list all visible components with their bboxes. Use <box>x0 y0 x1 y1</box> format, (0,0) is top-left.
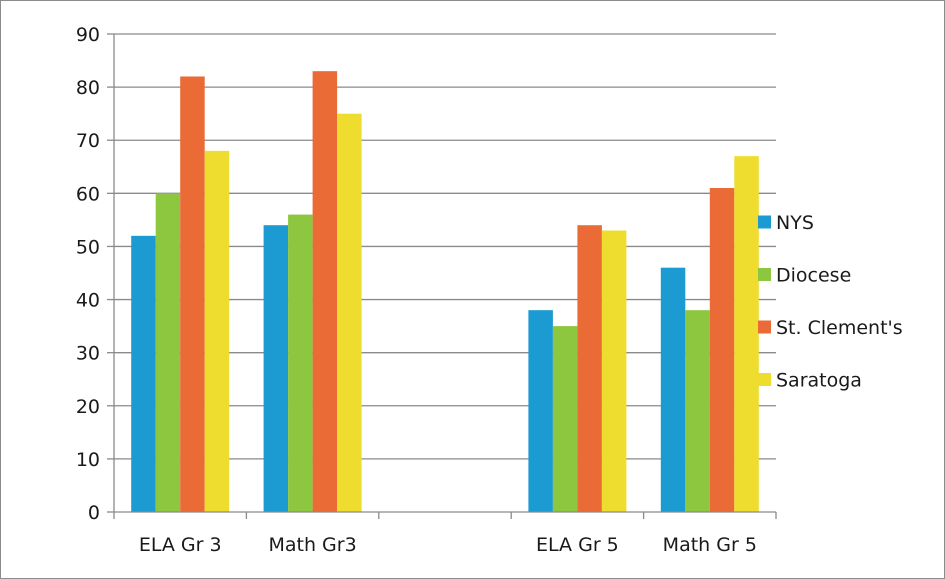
bar <box>263 225 289 512</box>
legend-swatch <box>758 373 771 386</box>
y-tick-label: 60 <box>76 183 100 205</box>
legend-item: St. Clement's <box>758 317 903 339</box>
legend-swatch <box>758 215 771 229</box>
bar <box>155 193 181 513</box>
bar <box>660 267 686 512</box>
legend: NYS Diocese St. Clement's Saratoga <box>758 212 903 392</box>
legend-item: Saratoga <box>758 370 862 392</box>
y-tick-labels: 0 10 20 30 40 50 60 70 80 90 <box>76 24 100 524</box>
legend-item: NYS <box>758 212 814 234</box>
bar <box>601 230 627 512</box>
bar <box>180 76 205 512</box>
bars <box>131 71 759 513</box>
bar <box>288 214 313 513</box>
legend-swatch <box>758 268 771 281</box>
y-tick-label: 70 <box>76 130 100 152</box>
bar <box>709 188 735 512</box>
legend-label: Saratoga <box>776 370 862 392</box>
bar <box>337 113 362 513</box>
legend-label: NYS <box>776 212 814 234</box>
legend-label: Diocese <box>776 265 851 287</box>
y-tick-label: 10 <box>76 449 100 471</box>
y-tick-label: 0 <box>88 502 100 524</box>
bar <box>131 235 156 513</box>
x-tick-label: Math Gr3 <box>268 534 356 556</box>
y-tick-label: 80 <box>76 77 100 99</box>
bar <box>577 225 602 512</box>
bar <box>685 310 710 512</box>
x-tick-labels: ELA Gr 3 Math Gr3 ELA Gr 5 Math Gr 5 <box>139 534 757 556</box>
legend-swatch <box>758 320 771 334</box>
x-tick-label: ELA Gr 5 <box>536 534 619 556</box>
y-tick-label: 20 <box>76 396 100 418</box>
axes <box>107 33 777 519</box>
x-tick-label: ELA Gr 3 <box>139 534 222 556</box>
bar <box>528 310 553 512</box>
x-tick-label: Math Gr 5 <box>663 534 757 556</box>
y-tick-label: 90 <box>76 24 100 46</box>
bar <box>734 156 759 512</box>
legend-item: Diocese <box>758 265 851 287</box>
legend-label: St. Clement's <box>776 317 903 339</box>
y-tick-label: 50 <box>76 236 100 258</box>
bar <box>552 326 578 512</box>
bar <box>204 150 230 512</box>
y-tick-label: 40 <box>76 290 100 312</box>
bar <box>312 71 338 512</box>
y-tick-label: 30 <box>76 343 100 365</box>
